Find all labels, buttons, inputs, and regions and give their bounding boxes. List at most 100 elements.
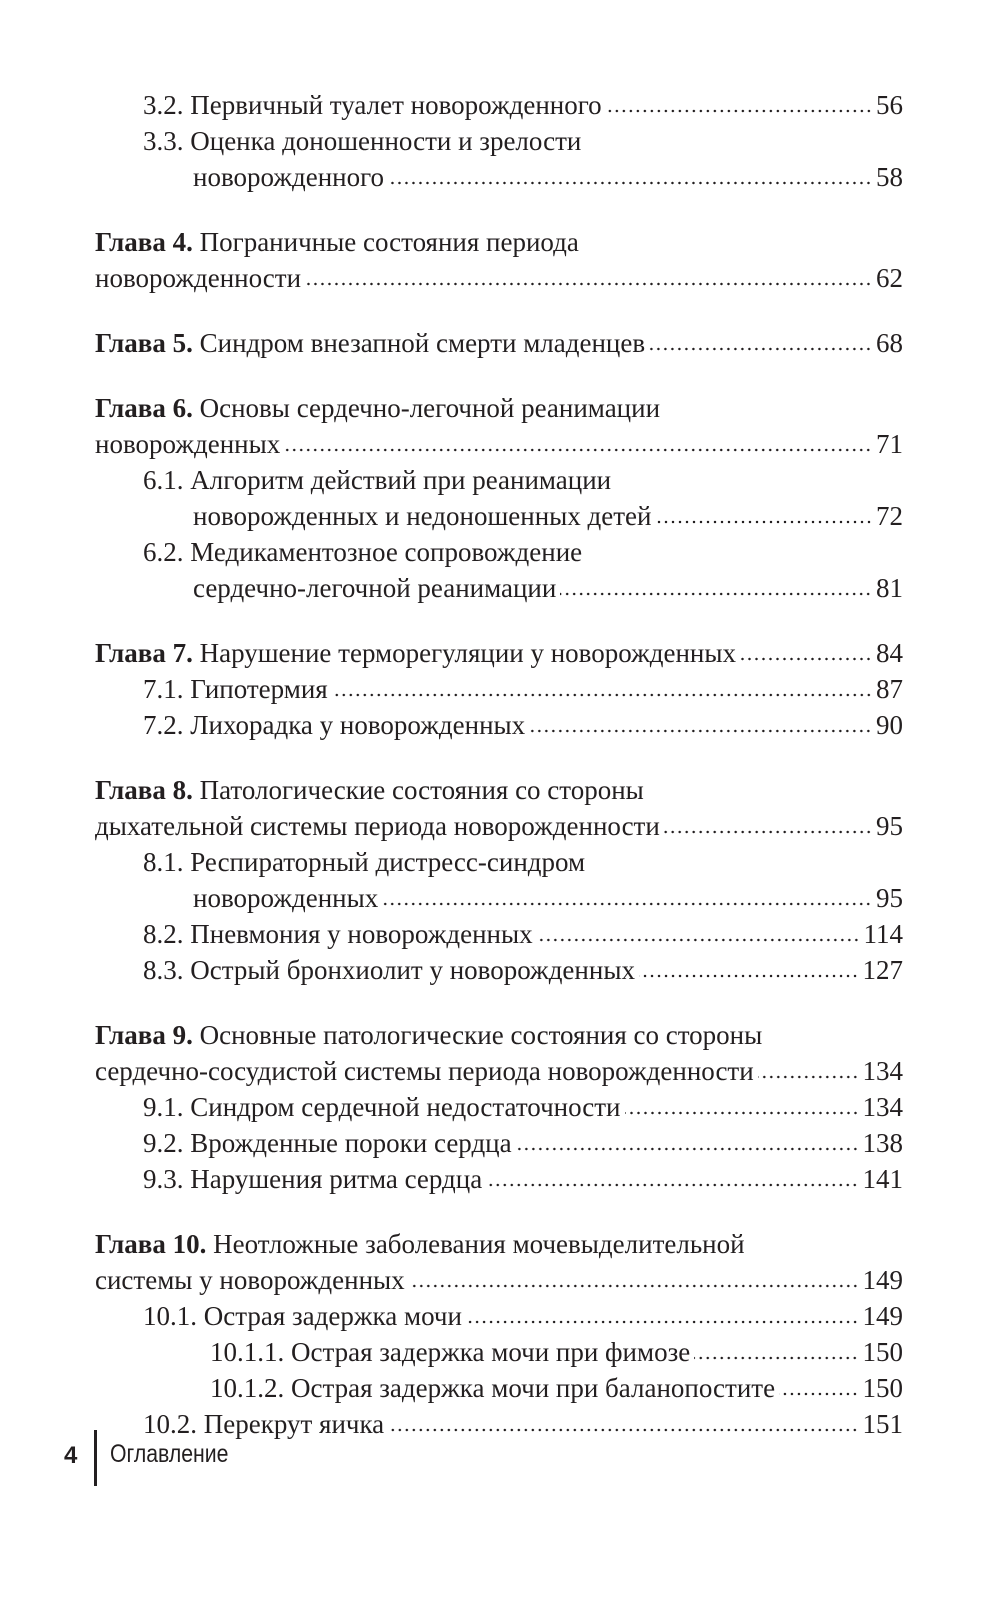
toc-line: 3.3. Оценка доношенности и зрелости [95,123,903,159]
running-title: Оглавление [110,1440,229,1468]
toc-section-entry[interactable]: 10.2. Перекрут яичка 151 [95,1406,903,1442]
toc-section-entry[interactable]: 8.3. Острый бронхиолит у новорожденных 12… [95,952,903,988]
toc-chapter-entry[interactable]: Глава 7. Нарушение терморегуляции у ново… [95,635,903,671]
entry-number: 10.1.2. [210,1373,285,1403]
toc-section-entry[interactable]: 10.1.1. Острая задержка мочи при фимозе 1… [95,1334,903,1370]
entry-number: 9.2. [143,1128,184,1158]
footer-divider [94,1430,97,1486]
toc-line: 8.2. Пневмония у новорожденных 114 [95,916,903,952]
toc-line: 9.3. Нарушения ритма сердца 141 [95,1161,903,1197]
entry-title: Оценка доношенности и зрелости [190,126,582,156]
entry-title: Острая задержка мочи при фимозе [291,1337,691,1367]
toc-section-entry[interactable]: 8.2. Пневмония у новорожденных 114 [95,916,903,952]
dot-leader [388,180,872,186]
table-of-contents: 3.2. Первичный туалет новорожденного 56 3.… [95,87,903,1442]
toc-chapter-entry[interactable]: Глава 4. Пограничные состояния периода но… [95,224,903,296]
toc-line: 8.3. Острый бронхиолит у новорожденных 12… [95,952,903,988]
dot-leader [486,1182,859,1188]
toc-chapter-entry[interactable]: Глава 8. Патологические состояния со сто… [95,772,903,844]
entry-page-number: 151 [862,1409,904,1439]
toc-line: новорожденных 71 [95,426,903,462]
entry-title: Острая задержка мочи [203,1301,462,1331]
entry-page-number: 84 [876,638,903,668]
toc-section-entry[interactable]: 8.1. Респираторный дистресс-синдром новор… [95,844,903,916]
dot-leader [408,1283,859,1289]
toc-chapter-entry[interactable]: Глава 5. Синдром внезапной смерти младен… [95,325,903,361]
toc-line: Глава 9. Основные патологические состоян… [95,1017,903,1053]
toc-group: Глава 4. Пограничные состояния периода но… [95,224,903,296]
toc-chapter-entry[interactable]: Глава 9. Основные патологические состоян… [95,1017,903,1089]
entry-number: Глава 8. [95,775,193,805]
toc-line: 8.1. Респираторный дистресс-синдром [95,844,903,880]
dot-leader [655,519,872,525]
toc-section-entry[interactable]: 3.3. Оценка доношенности и зрелости новор… [95,123,903,195]
entry-number: 10.1. [143,1301,197,1331]
entry-page-number: 134 [862,1092,904,1122]
dot-leader [331,692,872,698]
toc-line: Глава 10. Неотложные заболевания мочевыд… [95,1226,903,1262]
entry-title: Алгоритм действий при реанимации [190,465,612,495]
entry-title: сердечно-легочной реанимации [193,573,557,603]
entry-title: Патологические состояния со стороны [199,775,644,805]
entry-title: Синдром внезапной смерти младенцев [199,328,646,358]
entry-title: Острый бронхиолит у новорожденных [190,955,635,985]
entry-title: дыхательной системы периода новорожденно… [95,811,660,841]
toc-section-entry[interactable]: 6.1. Алгоритм действий при реанимации нов… [95,462,903,534]
dot-leader [515,1146,859,1152]
toc-line: новорожденных 95 [95,880,903,916]
dot-leader [465,1319,859,1325]
toc-group: Глава 5. Синдром внезапной смерти младен… [95,325,903,361]
toc-line: системы у новорожденных 149 [95,1262,903,1298]
entry-title: новорожденных [95,429,281,459]
entry-title: Респираторный дистресс-синдром [190,847,586,877]
toc-section-entry[interactable]: 3.2. Первичный туалет новорожденного 56 [95,87,903,123]
dot-leader [757,1074,859,1080]
entry-page-number: 138 [862,1128,904,1158]
dot-leader [305,281,872,287]
toc-line: Глава 5. Синдром внезапной смерти младен… [95,325,903,361]
entry-page-number: 150 [862,1337,904,1367]
entry-page-number: 134 [862,1056,904,1086]
toc-section-entry[interactable]: 10.1. Острая задержка мочи 149 [95,1298,903,1334]
toc-chapter-entry[interactable]: Глава 10. Неотложные заболевания мочевыд… [95,1226,903,1298]
entry-title: Острая задержка мочи при баланопостите [291,1373,776,1403]
toc-section-entry[interactable]: 9.3. Нарушения ритма сердца 141 [95,1161,903,1197]
dot-leader [740,656,872,662]
toc-section-entry[interactable]: 7.2. Лихорадка у новорожденных 90 [95,707,903,743]
entry-number: 6.1. [143,465,184,495]
toc-chapter-entry[interactable]: Глава 6. Основы сердечно-легочной реаним… [95,390,903,462]
toc-line: сердечно-сосудистой системы периода ново… [95,1053,903,1089]
dot-leader [388,1427,859,1433]
entry-page-number: 141 [862,1164,904,1194]
toc-line: 10.1. Острая задержка мочи 149 [95,1298,903,1334]
entry-number: 9.3. [143,1164,184,1194]
toc-section-entry[interactable]: 9.2. Врожденные пороки сердца 138 [95,1125,903,1161]
toc-line: 7.2. Лихорадка у новорожденных 90 [95,707,903,743]
entry-page-number: 87 [876,674,903,704]
entry-number: Глава 7. [95,638,193,668]
entry-page-number: 149 [862,1301,904,1331]
entry-number: Глава 6. [95,393,193,423]
dot-leader [605,108,872,114]
dot-leader [663,829,872,835]
entry-page-number: 71 [876,429,903,459]
entry-title: Перекрут яичка [203,1409,385,1439]
entry-title: Гипотермия [190,674,328,704]
entry-page-number: 56 [876,90,903,120]
entry-page-number: 150 [862,1373,904,1403]
toc-section-entry[interactable]: 7.1. Гипотермия 87 [95,671,903,707]
entry-page-number: 127 [862,955,904,985]
entry-number: Глава 10. [95,1229,207,1259]
entry-number: 8.1. [143,847,184,877]
toc-section-entry[interactable]: 6.2. Медикаментозное сопровождение сердеч… [95,534,903,606]
toc-line: новорожденных и недоношенных детей 72 [95,498,903,534]
entry-title: новорожденных [193,883,379,913]
entry-title: новорожденного [193,162,385,192]
toc-line: 7.1. Гипотермия 87 [95,671,903,707]
entry-title: Нарушения ритма сердца [190,1164,483,1194]
entry-page-number: 68 [876,328,903,358]
dot-leader [560,591,872,597]
toc-section-entry[interactable]: 10.1.2. Острая задержка мочи при баланоп… [95,1370,903,1406]
toc-section-entry[interactable]: 9.1. Синдром сердечной недостаточности 13… [95,1089,903,1125]
toc-group: Глава 10. Неотложные заболевания мочевыд… [95,1226,903,1442]
